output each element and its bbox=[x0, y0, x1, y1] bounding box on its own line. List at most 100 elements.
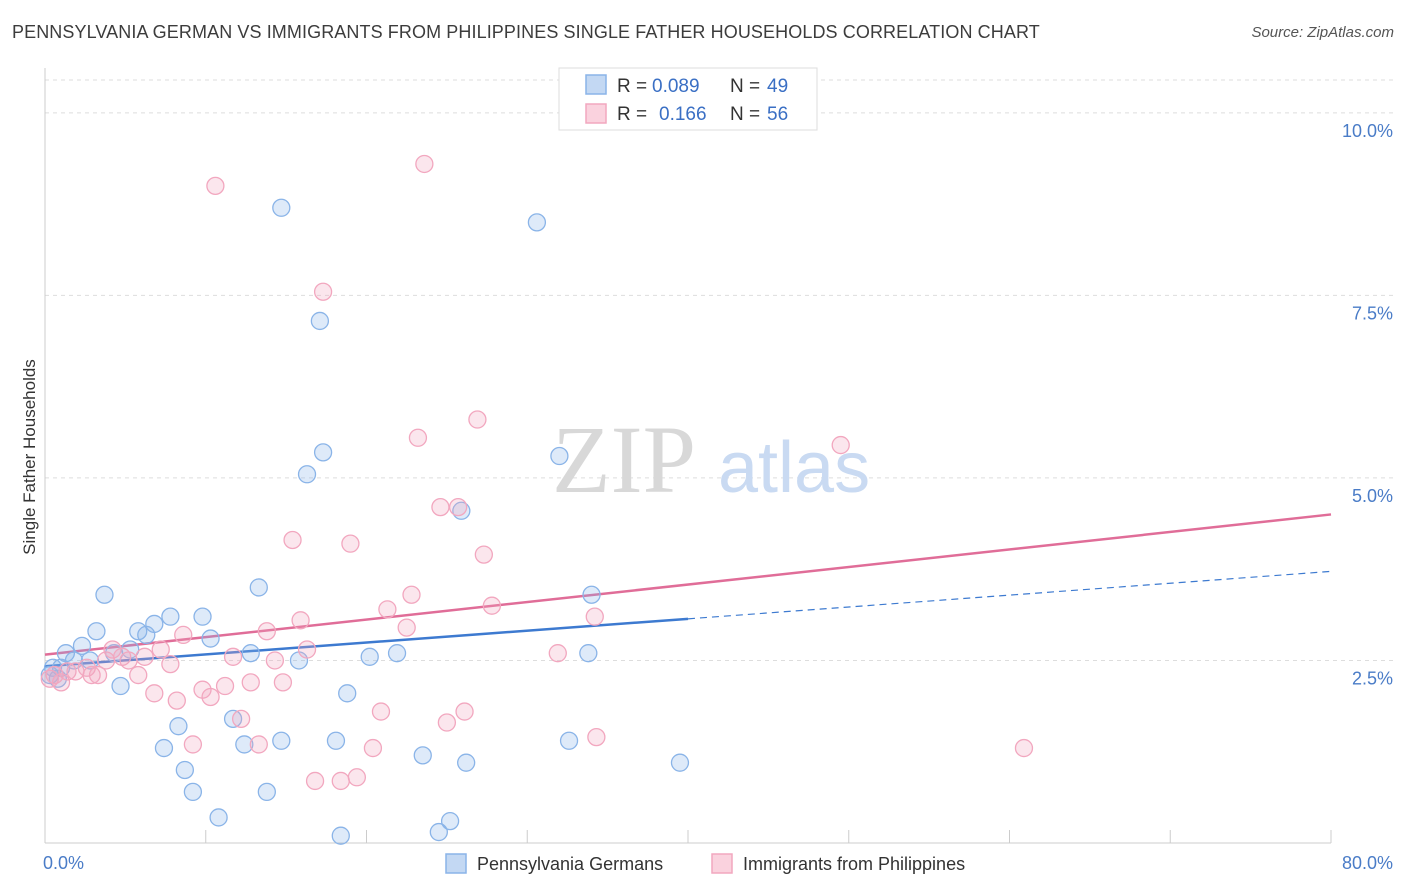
point-pennsylvania-germans-20 bbox=[183, 782, 203, 802]
point-pennsylvania-germans-11 bbox=[111, 676, 130, 696]
point-pennsylvania-germans-28 bbox=[257, 782, 276, 802]
x-tick-label-0: 0.0% bbox=[43, 853, 84, 873]
point-pennsylvania-germans-46 bbox=[550, 446, 569, 466]
point-philippines-9 bbox=[103, 640, 122, 659]
point-philippines-24 bbox=[223, 647, 243, 666]
point-pennsylvania-germans-27 bbox=[249, 578, 268, 597]
y-tick-label-2: 7.5% bbox=[1352, 303, 1393, 323]
x-tick-label-1: 80.0% bbox=[1342, 853, 1393, 873]
point-pennsylvania-germans-18 bbox=[169, 717, 188, 736]
point-philippines-36 bbox=[331, 771, 350, 791]
point-pennsylvania-germans-16 bbox=[154, 738, 174, 758]
point-philippines-6 bbox=[82, 665, 101, 685]
point-philippines-34 bbox=[305, 771, 325, 791]
point-philippines-14 bbox=[145, 684, 164, 703]
point-philippines-7 bbox=[88, 665, 108, 685]
point-philippines-49 bbox=[455, 702, 474, 721]
point-philippines-27 bbox=[249, 735, 268, 754]
point-pennsylvania-germans-47 bbox=[559, 731, 579, 750]
point-philippines-22 bbox=[206, 176, 225, 196]
point-pennsylvania-germans-9 bbox=[95, 585, 114, 604]
chart-title: PENNSYLVANIA GERMAN VS IMMIGRANTS FROM P… bbox=[12, 22, 1040, 42]
point-philippines-47 bbox=[437, 713, 457, 732]
legend-r-value-blue: 0.089 bbox=[652, 76, 700, 97]
point-philippines-46 bbox=[431, 497, 450, 517]
point-philippines-48 bbox=[448, 497, 468, 517]
point-philippines-56 bbox=[831, 435, 850, 455]
point-pennsylvania-germans-40 bbox=[413, 746, 432, 765]
point-philippines-42 bbox=[397, 618, 416, 637]
point-philippines-44 bbox=[408, 428, 428, 447]
legend-n-label-pink: N = bbox=[730, 104, 760, 125]
point-philippines-23 bbox=[215, 676, 235, 696]
y-tick-label-0: 2.5% bbox=[1352, 668, 1393, 688]
point-philippines-16 bbox=[161, 654, 180, 674]
point-pennsylvania-germans-39 bbox=[387, 644, 407, 663]
legend-n-value-pink: 56 bbox=[767, 104, 788, 125]
legend-r-label-blue: R = bbox=[617, 76, 647, 97]
point-philippines-29 bbox=[265, 651, 285, 670]
stats-legend: R = 0.089 N = 49 R = 0.166 N = 56 bbox=[558, 67, 818, 131]
point-pennsylvania-germans-19 bbox=[175, 760, 195, 780]
point-philippines-45 bbox=[415, 154, 434, 174]
point-pennsylvania-germans-30 bbox=[272, 198, 291, 217]
point-pennsylvania-germans-36 bbox=[331, 826, 350, 845]
watermark-atlas: atlas bbox=[718, 428, 870, 508]
legend-swatch-blue bbox=[585, 74, 607, 95]
point-pennsylvania-germans-33 bbox=[310, 311, 330, 331]
point-pennsylvania-germans-48 bbox=[579, 644, 598, 663]
point-philippines-12 bbox=[129, 665, 148, 685]
series-legend: Pennsylvania Germans Immigrants from Phi… bbox=[445, 853, 965, 874]
y-axis-title: Single Father Households bbox=[20, 359, 39, 555]
point-philippines-18 bbox=[174, 625, 193, 645]
legend-r-label-pink: R = bbox=[617, 104, 647, 125]
point-pennsylvania-germans-50 bbox=[670, 753, 690, 772]
point-philippines-39 bbox=[363, 738, 383, 758]
point-pennsylvania-germans-42 bbox=[440, 811, 460, 831]
axes bbox=[44, 68, 1332, 844]
point-philippines-26 bbox=[241, 673, 260, 692]
point-pennsylvania-germans-34 bbox=[313, 443, 333, 462]
point-pennsylvania-germans-29 bbox=[272, 731, 291, 750]
point-philippines-31 bbox=[283, 530, 302, 550]
point-philippines-53 bbox=[548, 644, 567, 663]
point-philippines-21 bbox=[201, 687, 220, 707]
point-philippines-52 bbox=[482, 596, 502, 615]
y-tick-label-3: 10.0% bbox=[1342, 121, 1393, 141]
point-pennsylvania-germans-6 bbox=[72, 636, 92, 656]
point-philippines-37 bbox=[341, 534, 360, 553]
point-philippines-57 bbox=[1014, 738, 1034, 758]
point-philippines-17 bbox=[167, 691, 186, 710]
point-pennsylvania-germans-45 bbox=[527, 213, 547, 232]
point-philippines-40 bbox=[371, 702, 391, 721]
trend-line-pennsylvania-germans bbox=[44, 617, 689, 668]
point-pennsylvania-germans-22 bbox=[201, 629, 220, 648]
point-philippines-19 bbox=[183, 735, 203, 754]
point-philippines-35 bbox=[313, 282, 333, 301]
y-tick-labels: 2.5% 5.0% 7.5% 10.0% bbox=[1342, 121, 1393, 689]
point-philippines-28 bbox=[257, 622, 276, 641]
point-philippines-15 bbox=[151, 640, 170, 659]
point-pennsylvania-germans-38 bbox=[360, 647, 379, 666]
legend-n-label-blue: N = bbox=[730, 76, 760, 97]
point-philippines-38 bbox=[347, 768, 367, 787]
point-philippines-2 bbox=[51, 673, 71, 692]
point-pennsylvania-germans-23 bbox=[209, 808, 228, 827]
series-legend-label-pink: Immigrants from Philippines bbox=[743, 854, 965, 874]
grid-lines bbox=[45, 79, 1395, 661]
trend-line-philippines bbox=[44, 513, 1332, 656]
point-philippines-32 bbox=[291, 611, 310, 630]
watermark-zip: ZIP bbox=[552, 406, 696, 513]
point-philippines-54 bbox=[585, 607, 604, 626]
x-tick-labels: 0.0% 80.0% bbox=[43, 853, 1393, 873]
point-philippines-30 bbox=[273, 673, 293, 692]
point-pennsylvania-germans-32 bbox=[297, 465, 317, 484]
point-philippines-41 bbox=[378, 600, 397, 619]
point-pennsylvania-germans-37 bbox=[338, 684, 357, 703]
point-pennsylvania-germans-17 bbox=[161, 607, 180, 626]
point-pennsylvania-germans-25 bbox=[235, 735, 254, 754]
point-pennsylvania-germans-49 bbox=[582, 585, 601, 604]
point-philippines-33 bbox=[297, 640, 317, 659]
point-pennsylvania-germans-41 bbox=[429, 822, 448, 842]
